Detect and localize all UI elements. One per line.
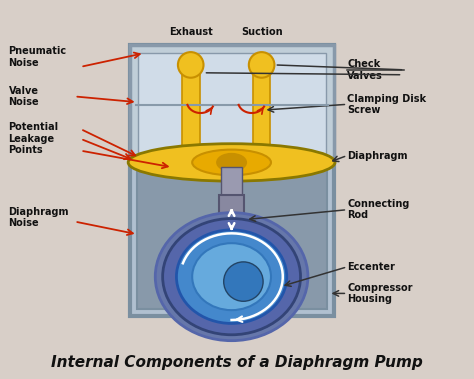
FancyBboxPatch shape (137, 52, 327, 309)
Text: Eccenter: Eccenter (347, 262, 395, 272)
FancyBboxPatch shape (253, 63, 271, 149)
Circle shape (178, 52, 203, 78)
Text: Internal Components of a Diaphragm Pump: Internal Components of a Diaphragm Pump (51, 355, 423, 370)
Text: Exhaust: Exhaust (169, 27, 212, 38)
Text: Suction: Suction (241, 27, 283, 38)
Ellipse shape (217, 153, 246, 171)
FancyBboxPatch shape (130, 45, 334, 316)
Circle shape (224, 262, 263, 301)
Text: Compressor
Housing: Compressor Housing (347, 283, 413, 304)
Ellipse shape (155, 213, 308, 341)
FancyBboxPatch shape (137, 53, 326, 157)
Ellipse shape (163, 219, 301, 335)
Ellipse shape (128, 144, 335, 181)
Circle shape (249, 52, 274, 78)
FancyBboxPatch shape (219, 195, 245, 244)
FancyBboxPatch shape (221, 168, 242, 195)
Ellipse shape (192, 243, 271, 310)
FancyBboxPatch shape (130, 45, 334, 160)
Text: Pneumatic
Noise: Pneumatic Noise (9, 46, 67, 68)
Text: Connecting
Rod: Connecting Rod (347, 199, 410, 221)
Text: Valve
Noise: Valve Noise (9, 86, 39, 107)
Text: Diaphragm
Noise: Diaphragm Noise (9, 207, 69, 229)
Text: Potential
Leakage
Points: Potential Leakage Points (9, 122, 59, 155)
FancyBboxPatch shape (215, 244, 248, 256)
Text: Clamping Disk
Screw: Clamping Disk Screw (347, 94, 427, 115)
FancyBboxPatch shape (182, 63, 200, 149)
Ellipse shape (176, 230, 287, 323)
Text: Diaphragm: Diaphragm (347, 150, 408, 161)
Text: Check
Valves: Check Valves (347, 59, 383, 81)
Ellipse shape (192, 150, 271, 175)
